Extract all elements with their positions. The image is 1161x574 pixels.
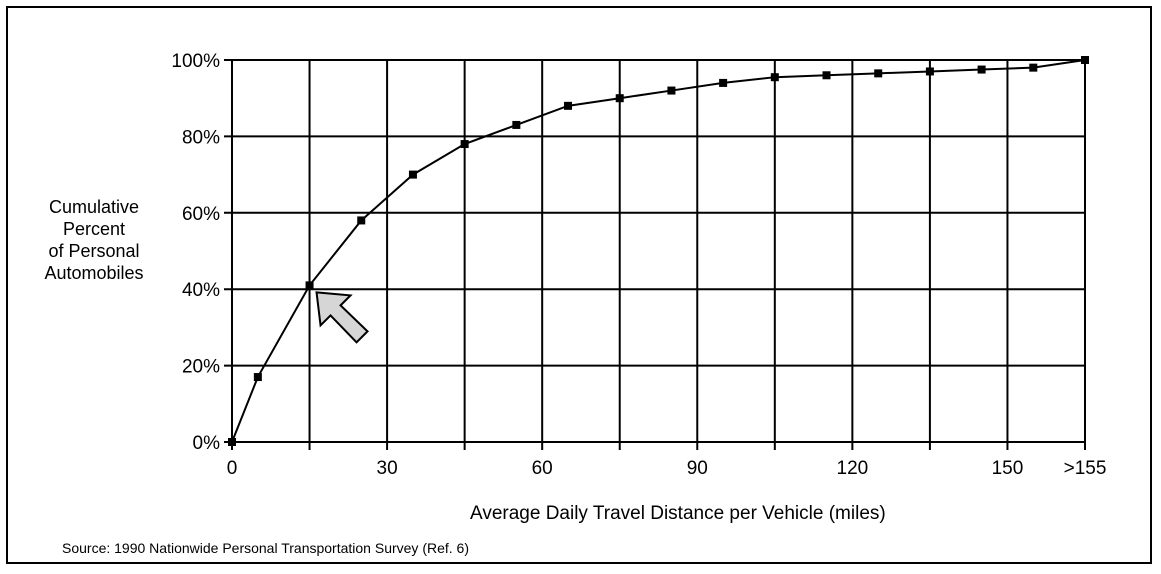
data-point (615, 94, 624, 103)
y-axis-label: Cumulative Percent of Personal Automobil… (18, 196, 170, 284)
data-point (357, 216, 366, 225)
x-tick-label: 120 (837, 458, 869, 479)
data-point (305, 281, 314, 290)
y-axis-label-line-2: Percent (62, 219, 126, 239)
x-tick-label: 0 (227, 458, 238, 479)
source-note: Source: 1990 Nationwide Personal Transpo… (62, 540, 469, 556)
y-axis-label-line-1: Cumulative (48, 197, 140, 217)
data-point (770, 73, 779, 82)
annotation-arrow (315, 291, 369, 344)
chart-frame (6, 6, 1152, 564)
data-point (564, 101, 573, 110)
y-tick-label: 40% (182, 280, 220, 301)
data-point (228, 438, 236, 446)
x-tick-label: 60 (532, 458, 553, 479)
data-point (874, 69, 883, 78)
data-point (1029, 63, 1038, 72)
x-axis-label: Average Daily Travel Distance per Vehicl… (470, 503, 886, 524)
y-tick-label: 100% (171, 51, 220, 72)
y-tick-label: 20% (182, 357, 220, 378)
data-point (667, 86, 676, 95)
y-tick-label: 80% (182, 127, 220, 148)
data-point (460, 140, 469, 149)
x-tick-label: >155 (1064, 458, 1107, 479)
data-point (977, 65, 986, 74)
data-point (512, 120, 521, 129)
y-axis-label-line-3: of Personal (48, 241, 140, 261)
data-point (253, 373, 262, 382)
series-line (231, 59, 1086, 443)
x-tick-label: 90 (687, 458, 708, 479)
y-tick-label: 0% (193, 433, 221, 454)
data-point (822, 71, 831, 80)
data-point (925, 67, 934, 76)
y-tick-label: 60% (182, 204, 220, 225)
y-axis-label-line-4: Automobiles (44, 263, 144, 283)
data-point (408, 170, 417, 179)
data-point (1081, 56, 1089, 64)
x-tick-label: 30 (377, 458, 398, 479)
x-tick-label: 150 (992, 458, 1024, 479)
data-point (719, 78, 728, 87)
